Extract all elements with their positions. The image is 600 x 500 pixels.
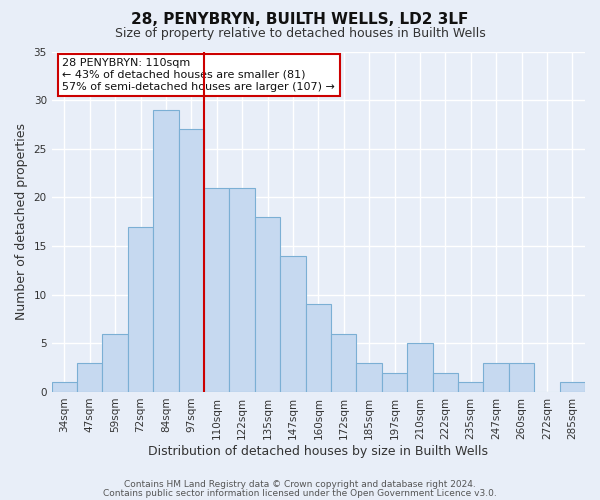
Bar bbox=[331, 334, 356, 392]
Bar bbox=[509, 363, 534, 392]
Y-axis label: Number of detached properties: Number of detached properties bbox=[15, 123, 28, 320]
Bar bbox=[407, 344, 433, 392]
Bar bbox=[382, 372, 407, 392]
Bar bbox=[77, 363, 103, 392]
Bar bbox=[305, 304, 331, 392]
Bar bbox=[280, 256, 305, 392]
Bar bbox=[356, 363, 382, 392]
Bar bbox=[52, 382, 77, 392]
Bar bbox=[255, 217, 280, 392]
Bar bbox=[128, 226, 153, 392]
Text: 28, PENYBRYN, BUILTH WELLS, LD2 3LF: 28, PENYBRYN, BUILTH WELLS, LD2 3LF bbox=[131, 12, 469, 28]
Text: Size of property relative to detached houses in Builth Wells: Size of property relative to detached ho… bbox=[115, 28, 485, 40]
Bar bbox=[103, 334, 128, 392]
Text: Contains public sector information licensed under the Open Government Licence v3: Contains public sector information licen… bbox=[103, 488, 497, 498]
Bar bbox=[179, 130, 204, 392]
Text: Contains HM Land Registry data © Crown copyright and database right 2024.: Contains HM Land Registry data © Crown c… bbox=[124, 480, 476, 489]
Text: 28 PENYBRYN: 110sqm
← 43% of detached houses are smaller (81)
57% of semi-detach: 28 PENYBRYN: 110sqm ← 43% of detached ho… bbox=[62, 58, 335, 92]
Bar bbox=[204, 188, 229, 392]
X-axis label: Distribution of detached houses by size in Builth Wells: Distribution of detached houses by size … bbox=[148, 444, 488, 458]
Bar bbox=[484, 363, 509, 392]
Bar bbox=[229, 188, 255, 392]
Bar bbox=[560, 382, 585, 392]
Bar bbox=[433, 372, 458, 392]
Bar bbox=[458, 382, 484, 392]
Bar bbox=[153, 110, 179, 392]
